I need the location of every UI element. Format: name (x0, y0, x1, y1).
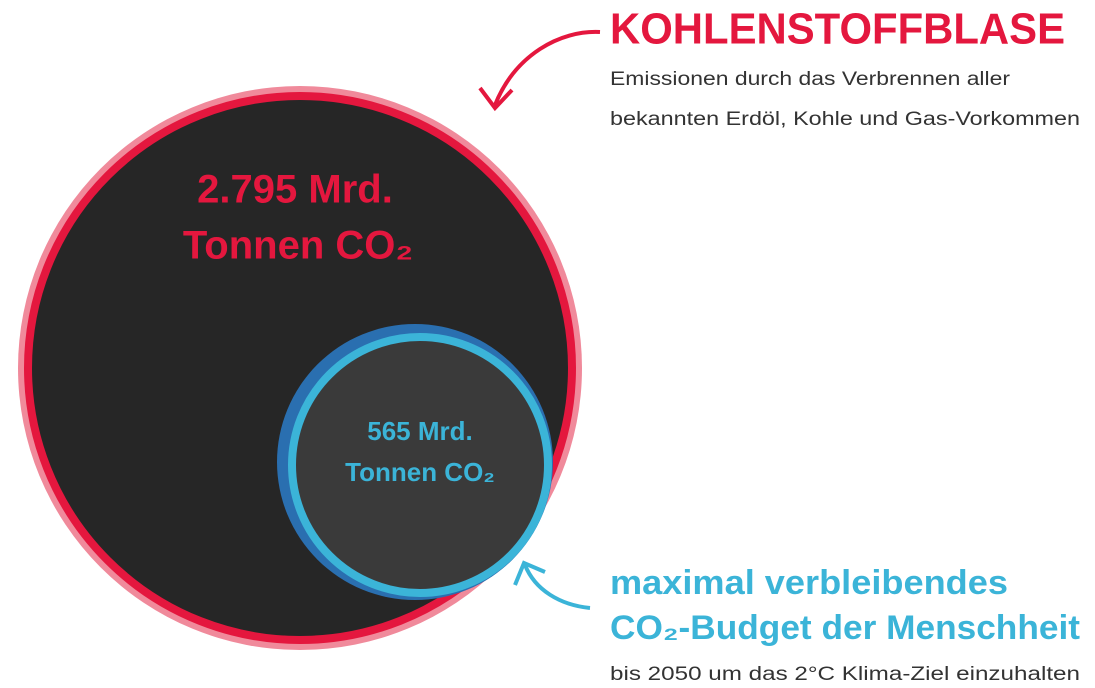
budget-title: maximal verbleibendes (610, 564, 1008, 602)
title: KOHLENSTOFFBLASE (610, 5, 1065, 54)
red-arrow (493, 29, 601, 106)
red-arrowhead (478, 86, 514, 112)
description: Emissionen durch das Verbrennen aller (610, 69, 1011, 90)
budget-unit: Tonnen CO₂ (345, 457, 495, 487)
budget-note: bis 2050 um das 2°C Klima-Ziel einzuhalt… (610, 664, 1080, 685)
budget-bubble (288, 333, 552, 597)
carbon-amount: 2.795 Mrd. (197, 168, 393, 212)
description: bekannten Erdöl, Kohle und Gas-Vorkommen (610, 109, 1080, 130)
budget-amount: 565 Mrd. (367, 416, 473, 446)
blue-arrow (523, 564, 591, 610)
blue-arrowhead (513, 560, 546, 586)
budget-title: CO₂-Budget der Menschheit (610, 609, 1080, 647)
carbon-unit: Tonnen CO₂ (183, 224, 413, 268)
